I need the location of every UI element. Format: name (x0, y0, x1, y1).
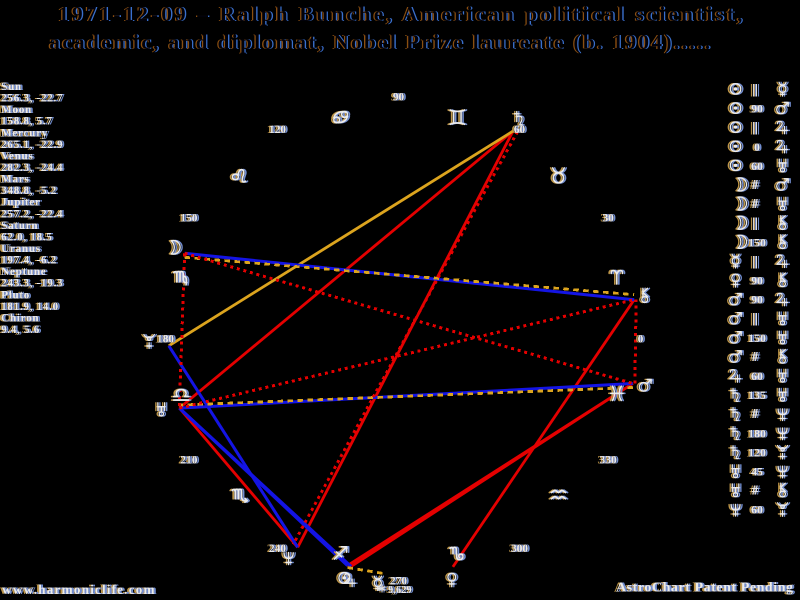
svg-text:348.8, -5.2: 348.8, -5.2 (1, 185, 57, 197)
svg-text:Pluto: Pluto (1, 289, 30, 301)
svg-text:60: 60 (751, 503, 763, 517)
svg-text:30: 30 (602, 213, 614, 225)
svg-text:9,629: 9,629 (388, 585, 412, 596)
svg-text:Uranus: Uranus (1, 243, 41, 255)
svg-text:AstroChart Patent Pending: AstroChart Patent Pending (616, 581, 794, 596)
svg-text:Jupiter: Jupiter (1, 197, 41, 209)
svg-text:243.3, -19.3: 243.3, -19.3 (1, 278, 63, 290)
svg-text:||: || (752, 254, 758, 269)
svg-text:197.4, -6.2: 197.4, -6.2 (1, 255, 57, 267)
svg-text:||: || (752, 121, 758, 136)
svg-text:||: || (752, 312, 758, 327)
svg-text:300: 300 (511, 543, 529, 555)
svg-text:Venus: Venus (1, 150, 33, 162)
svg-text:240: 240 (269, 543, 287, 555)
svg-text:150: 150 (180, 213, 198, 225)
svg-text:#: # (752, 197, 759, 212)
svg-text:330: 330 (599, 455, 617, 467)
svg-text:#: # (752, 484, 759, 499)
svg-text:135: 135 (748, 388, 766, 402)
svg-text:90: 90 (751, 293, 763, 307)
svg-text:90: 90 (393, 92, 405, 104)
svg-text:181.9, 14.0: 181.9, 14.0 (1, 301, 59, 313)
svg-text:45: 45 (751, 465, 763, 479)
svg-text:Moon: Moon (1, 104, 32, 116)
svg-text:180: 180 (157, 334, 175, 346)
svg-text:60: 60 (751, 369, 763, 383)
svg-text:120: 120 (748, 445, 766, 459)
svg-text:||: || (752, 83, 758, 98)
svg-text:Chiron: Chiron (1, 312, 39, 324)
svg-text:270: 270 (390, 576, 408, 588)
svg-text:Saturn: Saturn (1, 220, 38, 232)
svg-text:150: 150 (748, 235, 766, 249)
svg-text:0: 0 (638, 334, 644, 346)
svg-text:www.harmoniclife.com: www.harmoniclife.com (2, 582, 156, 597)
svg-text:90: 90 (751, 102, 763, 116)
svg-text:90: 90 (751, 274, 763, 288)
svg-text:150: 150 (748, 331, 766, 345)
svg-text:#: # (752, 407, 759, 422)
svg-text:Mars: Mars (1, 174, 29, 186)
svg-text:62.0, 18.5: 62.0, 18.5 (1, 231, 53, 243)
svg-text:Mercury: Mercury (1, 127, 48, 139)
svg-text:265.1, -22.9: 265.1, -22.9 (1, 139, 63, 151)
svg-text:60: 60 (751, 159, 763, 173)
svg-text:257.2, -22.4: 257.2, -22.4 (1, 208, 63, 220)
svg-text:282.3, -24.4: 282.3, -24.4 (1, 162, 63, 174)
svg-text:9.4, 5.6: 9.4, 5.6 (1, 324, 40, 336)
svg-text:120: 120 (269, 124, 287, 136)
svg-text:Neptune: Neptune (1, 266, 46, 278)
svg-text:0: 0 (754, 140, 760, 154)
svg-text:158.8, 5.7: 158.8, 5.7 (1, 116, 53, 128)
svg-text:#: # (752, 350, 759, 365)
svg-text:||: || (752, 216, 758, 231)
svg-text:#: # (752, 178, 759, 193)
svg-text:210: 210 (180, 455, 198, 467)
svg-text:256.3, -22.7: 256.3, -22.7 (1, 93, 63, 105)
svg-text:180: 180 (748, 426, 766, 440)
svg-text:Sun: Sun (1, 81, 22, 93)
svg-text:60: 60 (514, 124, 526, 136)
